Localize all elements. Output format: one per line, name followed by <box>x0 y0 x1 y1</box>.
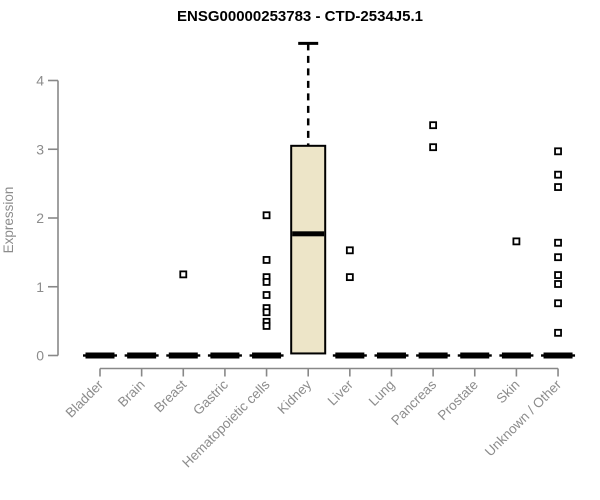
outlier-point <box>345 273 354 282</box>
outlier-point <box>554 280 562 288</box>
x-axis-label: Pancreas <box>388 377 439 428</box>
x-axis-label: Skin <box>493 377 522 406</box>
flat-box-median <box>418 352 448 359</box>
outlier-point <box>429 143 438 152</box>
outlier-point <box>554 183 562 191</box>
x-axis-label: Gastric <box>190 377 231 418</box>
outlier-point <box>554 328 562 337</box>
outlier-point <box>262 308 271 317</box>
outlier-point <box>179 270 188 279</box>
flat-box-median <box>210 352 240 359</box>
flat-box-median <box>252 352 282 359</box>
outlier-point <box>262 256 271 264</box>
outlier-point <box>554 170 562 179</box>
flat-box-median <box>127 352 157 359</box>
y-axis-tick-label: 2 <box>36 210 44 226</box>
x-axis-label: Unknown / Other <box>482 377 565 460</box>
flat-box-median <box>85 352 115 359</box>
outlier-point <box>429 121 438 130</box>
x-axis-label: Lung <box>366 377 398 409</box>
x-axis-label: Bladder <box>63 377 107 421</box>
outlier-point <box>512 237 521 246</box>
outlier-point <box>262 322 271 330</box>
chart-title: ENSG00000253783 - CTD-2534J5.1 <box>177 8 423 25</box>
outlier-point <box>262 291 271 299</box>
median-line <box>292 231 325 237</box>
flat-box-median <box>376 352 406 359</box>
y-axis-tick-label: 1 <box>36 279 44 295</box>
flat-box-median <box>460 352 490 359</box>
x-axis-label: Prostate <box>435 377 481 423</box>
outlier-point <box>554 271 562 279</box>
y-axis-tick-label: 3 <box>36 141 44 157</box>
outlier-point <box>554 253 562 262</box>
outlier-point <box>262 278 271 286</box>
flat-box-median <box>168 352 198 359</box>
outlier-point <box>554 147 562 156</box>
flat-box-median <box>501 352 531 359</box>
x-axis-label: Brain <box>115 377 148 410</box>
x-axis-label: Liver <box>325 377 357 409</box>
y-axis-tick-label: 4 <box>36 73 44 89</box>
outlier-point <box>262 211 271 220</box>
x-axis-label: Breast <box>151 377 189 415</box>
outlier-point <box>554 299 562 308</box>
outlier-point <box>554 238 562 247</box>
y-axis-tick-label: 0 <box>36 348 44 364</box>
flat-box-median <box>543 352 573 359</box>
outlier-point <box>345 246 354 255</box>
x-axis-label: Kidney <box>275 377 315 417</box>
flat-box-median <box>335 352 365 359</box>
box <box>290 144 327 355</box>
